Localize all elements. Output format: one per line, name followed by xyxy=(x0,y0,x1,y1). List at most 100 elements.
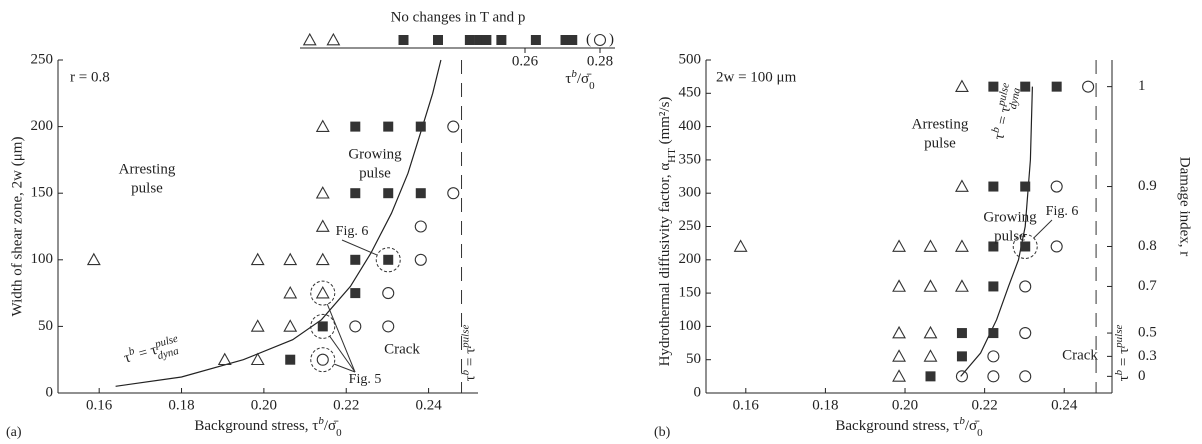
y-tick-label: 50 xyxy=(38,318,53,334)
y-tick-label: 150 xyxy=(679,285,702,301)
data-point xyxy=(383,254,394,265)
data-point xyxy=(925,371,936,382)
data-point xyxy=(447,120,460,133)
threshold-label-part: pulse xyxy=(1113,325,1125,349)
data-point xyxy=(988,281,999,292)
y-tick-label: 150 xyxy=(31,185,54,201)
leader-line xyxy=(1033,219,1053,239)
data-point xyxy=(415,188,426,199)
y-tick-label: 250 xyxy=(679,218,702,234)
highlight-circle xyxy=(310,280,336,306)
annotation: pulse xyxy=(359,165,391,181)
panel-label: (a) xyxy=(6,425,22,440)
data-point xyxy=(955,370,968,383)
data-point xyxy=(987,350,1000,363)
data-point xyxy=(285,354,296,365)
data-point xyxy=(955,79,969,92)
curve-label-part: τ xyxy=(992,132,1009,141)
data-point xyxy=(315,186,330,199)
data-point xyxy=(447,187,460,200)
data-point xyxy=(923,239,938,252)
data-point xyxy=(414,253,427,266)
figure-ref: Fig. 6 xyxy=(1046,204,1079,219)
x-axis-label-part: 0 xyxy=(336,427,342,439)
y2-tick-label: 0.9 xyxy=(1138,178,1157,194)
annotation: 2w = 100 μm xyxy=(716,69,797,85)
top-point xyxy=(474,35,485,45)
data-point xyxy=(1019,327,1032,340)
curve-label-part: b xyxy=(127,345,136,358)
annotation: Crack xyxy=(384,341,420,357)
x2-axis-label-part: 0 xyxy=(589,80,595,92)
data-point xyxy=(923,279,938,292)
data-point xyxy=(383,188,394,199)
x-axis-label-part: /σ̄ xyxy=(324,418,339,434)
curve-label-part: dyna xyxy=(156,344,180,362)
data-point xyxy=(250,252,265,266)
threshold-label-part: pulse xyxy=(459,325,471,349)
x-axis-label-part: Background stress, τ xyxy=(835,418,959,434)
x-tick-label: 0.16 xyxy=(86,397,113,413)
data-point xyxy=(217,352,232,366)
threshold-label: τb = τpulse xyxy=(459,325,479,382)
annotation: r = 0.8 xyxy=(70,69,110,85)
top-point xyxy=(398,35,409,45)
x2-tick-label: 0.28 xyxy=(587,53,613,69)
annotation: Arresting xyxy=(119,161,176,177)
figure-ref: Fig. 5 xyxy=(349,372,382,387)
threshold-label-part: τ xyxy=(463,375,479,381)
x-tick-label: 0.20 xyxy=(892,397,918,413)
data-point xyxy=(382,287,395,300)
threshold-label-part: b xyxy=(459,369,471,375)
data-point xyxy=(892,279,906,292)
data-point xyxy=(315,219,330,232)
annotation: Arresting xyxy=(912,116,969,132)
data-point xyxy=(414,220,427,233)
data-point xyxy=(317,321,328,332)
top-point xyxy=(530,35,541,45)
curve-label-part: = τ xyxy=(994,105,1014,130)
highlight-circle xyxy=(1012,233,1038,259)
y2-axis-label: Damage index, r xyxy=(1177,157,1193,257)
threshold-label-part: = τ xyxy=(463,348,479,370)
y-tick-label: 50 xyxy=(686,351,701,367)
y-tick-label: 200 xyxy=(679,251,702,267)
x-axis-label-part: b xyxy=(959,415,965,427)
y2-tick-label: 1 xyxy=(1138,78,1146,94)
data-point xyxy=(350,254,361,265)
y-tick-label: 0 xyxy=(694,384,702,400)
highlight-circle xyxy=(310,347,336,373)
data-point xyxy=(1020,181,1031,192)
data-point xyxy=(1051,81,1062,92)
data-point xyxy=(733,239,748,252)
y-tick-label: 350 xyxy=(679,151,702,167)
y-tick-label: 0 xyxy=(46,384,54,400)
data-point xyxy=(1020,241,1031,252)
x2-axis-label: τb/σ̄0 xyxy=(565,68,595,92)
annotation: Growing xyxy=(983,209,1037,225)
top-point xyxy=(302,32,317,46)
top-point xyxy=(496,35,507,45)
threshold-label-part: τ xyxy=(1116,375,1132,381)
x-axis-label: Background stress, τb/σ̄0 xyxy=(194,415,342,439)
data-point xyxy=(956,351,967,362)
highlight-circle xyxy=(310,313,336,339)
y-tick-label: 100 xyxy=(679,318,702,334)
top-point xyxy=(481,35,492,45)
y2-tick-label: 0.7 xyxy=(1138,278,1157,294)
x-axis-label-part: Background stress, τ xyxy=(194,418,318,434)
data-point xyxy=(315,252,330,266)
data-point xyxy=(923,349,938,362)
curve-label: τb = τpulsedyna xyxy=(988,82,1023,143)
data-point xyxy=(350,288,361,299)
dyna-curve xyxy=(960,86,1033,377)
data-point xyxy=(892,239,906,252)
y-tick-label: 450 xyxy=(679,85,702,101)
data-point xyxy=(1019,280,1032,293)
annotation: pulse xyxy=(994,228,1026,244)
x-tick-label: 0.18 xyxy=(812,397,838,413)
x-tick-label: 0.20 xyxy=(251,397,277,413)
curve-label-part: = τ xyxy=(133,342,159,363)
data-point xyxy=(383,121,394,132)
top-point xyxy=(593,33,607,47)
